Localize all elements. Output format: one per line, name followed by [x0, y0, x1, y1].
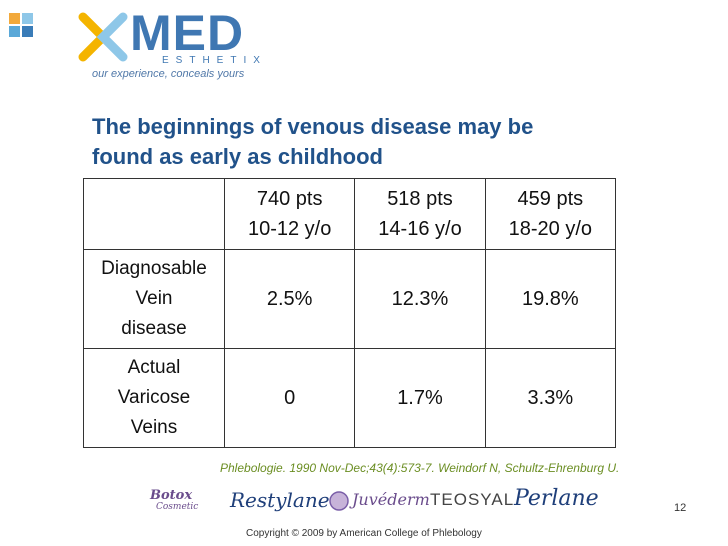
- data-table: 740 pts 10-12 y/o 518 pts 14-16 y/o 459 …: [83, 178, 617, 448]
- row-label-line: Vein: [135, 288, 173, 309]
- title-line-2: found as early as childhood: [92, 144, 383, 169]
- botox-logo: Botox: [150, 488, 193, 503]
- row-label-line: Varicose: [117, 387, 191, 408]
- juvederm-icon: [329, 491, 349, 511]
- table-header-row: 740 pts 10-12 y/o 518 pts 14-16 y/o 459 …: [83, 178, 617, 250]
- table-row: Actual Varicose Veins 0 1.7% 3.3%: [83, 348, 617, 448]
- header-pts: 518 pts: [387, 188, 453, 210]
- header-pts: 740 pts: [256, 188, 323, 210]
- table-corner-cell: [83, 178, 225, 250]
- table-header-cell: 518 pts 14-16 y/o: [354, 178, 486, 250]
- header-age: 14-16 y/o: [378, 218, 462, 240]
- table-header-cell: 459 pts 18-20 y/o: [484, 178, 617, 250]
- row-label-line: Veins: [130, 417, 178, 438]
- brand-logos: Botox Cosmetic Restylane Juvéderm TEOSYA…: [150, 484, 620, 524]
- row-label-line: Diagnosable: [101, 258, 207, 279]
- perlane-logo: Perlane: [514, 486, 599, 511]
- logo-subtitle: ESTHETIX: [162, 55, 267, 66]
- table-cell: 19.8%: [484, 249, 617, 349]
- row-label: Diagnosable Vein disease: [83, 249, 225, 349]
- juvederm-logo: Juvéderm: [352, 490, 430, 509]
- row-label: Actual Varicose Veins: [83, 348, 225, 448]
- table-cell: 1.7%: [354, 348, 486, 448]
- table-cell: 12.3%: [354, 249, 486, 349]
- grid-icon: [9, 13, 33, 37]
- row-label-line: disease: [121, 318, 187, 339]
- restylane-logo: Restylane: [230, 488, 330, 512]
- header-pts: 459 pts: [517, 188, 584, 210]
- table-cell: 0: [223, 348, 356, 448]
- header-age: 18-20 y/o: [508, 218, 593, 240]
- citation-text: Phlebologie. 1990 Nov-Dec;43(4):573-7. W…: [220, 461, 620, 475]
- page-number: 12: [674, 502, 687, 514]
- botox-subtitle: Cosmetic: [156, 502, 199, 512]
- logo-text: MED: [130, 5, 245, 61]
- title-line-1: The beginnings of venous disease may be: [92, 114, 534, 139]
- slide-title: The beginnings of venous disease may be …: [92, 112, 692, 172]
- table-cell: 3.3%: [484, 348, 617, 448]
- header-age: 10-12 y/o: [247, 218, 332, 240]
- logo-tagline: our experience, conceals yours: [92, 68, 245, 80]
- table-row: Diagnosable Vein disease 2.5% 12.3% 19.8…: [83, 249, 617, 349]
- copyright-text: Copyright © 2009 by American College of …: [246, 528, 482, 539]
- row-label-line: Actual: [127, 357, 181, 378]
- table-cell: 2.5%: [223, 249, 356, 349]
- teosyal-logo: TEOSYAL: [430, 490, 515, 509]
- logo-x-icon: [78, 12, 128, 62]
- table-header-cell: 740 pts 10-12 y/o: [223, 178, 356, 250]
